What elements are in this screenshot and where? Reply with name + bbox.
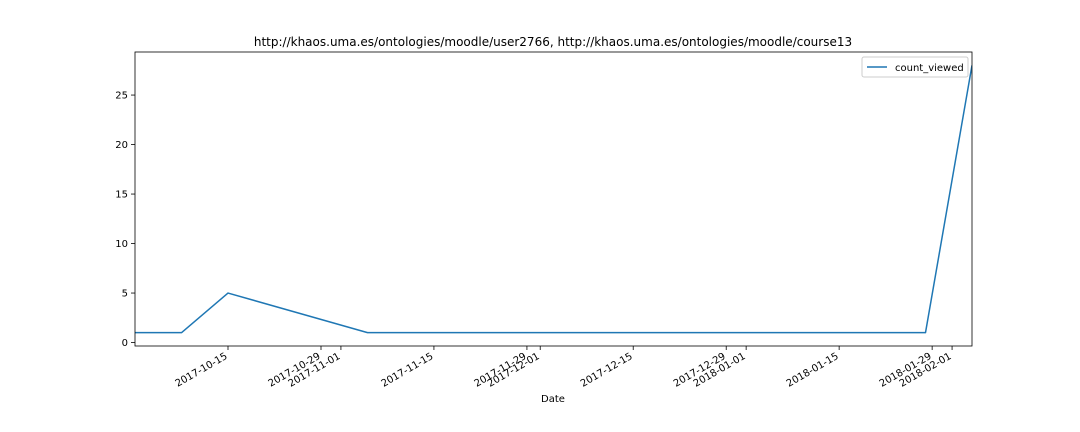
y-tick-label: 10 [115,239,128,250]
x-tick-label: 2017-12-15 [579,351,635,390]
x-tick-label: 2018-01-15 [785,351,841,390]
chart-title: http://khaos.uma.es/ontologies/moodle/us… [254,35,852,49]
x-axis-label: Date [541,394,565,405]
y-tick-label: 25 [115,91,128,102]
x-tick-label: 2017-11-15 [380,351,436,390]
series-line-count-viewed [135,65,972,334]
y-tick-label: 5 [122,289,128,300]
plot-area [135,65,972,334]
plot-frame [134,51,973,347]
y-tick-label: 0 [122,338,128,349]
legend-label-count-viewed: count_viewed [895,63,964,74]
y-axis: 0 5 10 15 20 25 [115,91,135,349]
legend-box [861,56,969,78]
y-tick-label: 20 [115,140,128,151]
x-tick-label: 2017-10-15 [174,351,230,390]
legend: count_viewed [861,56,969,78]
y-tick-label: 15 [115,190,128,201]
